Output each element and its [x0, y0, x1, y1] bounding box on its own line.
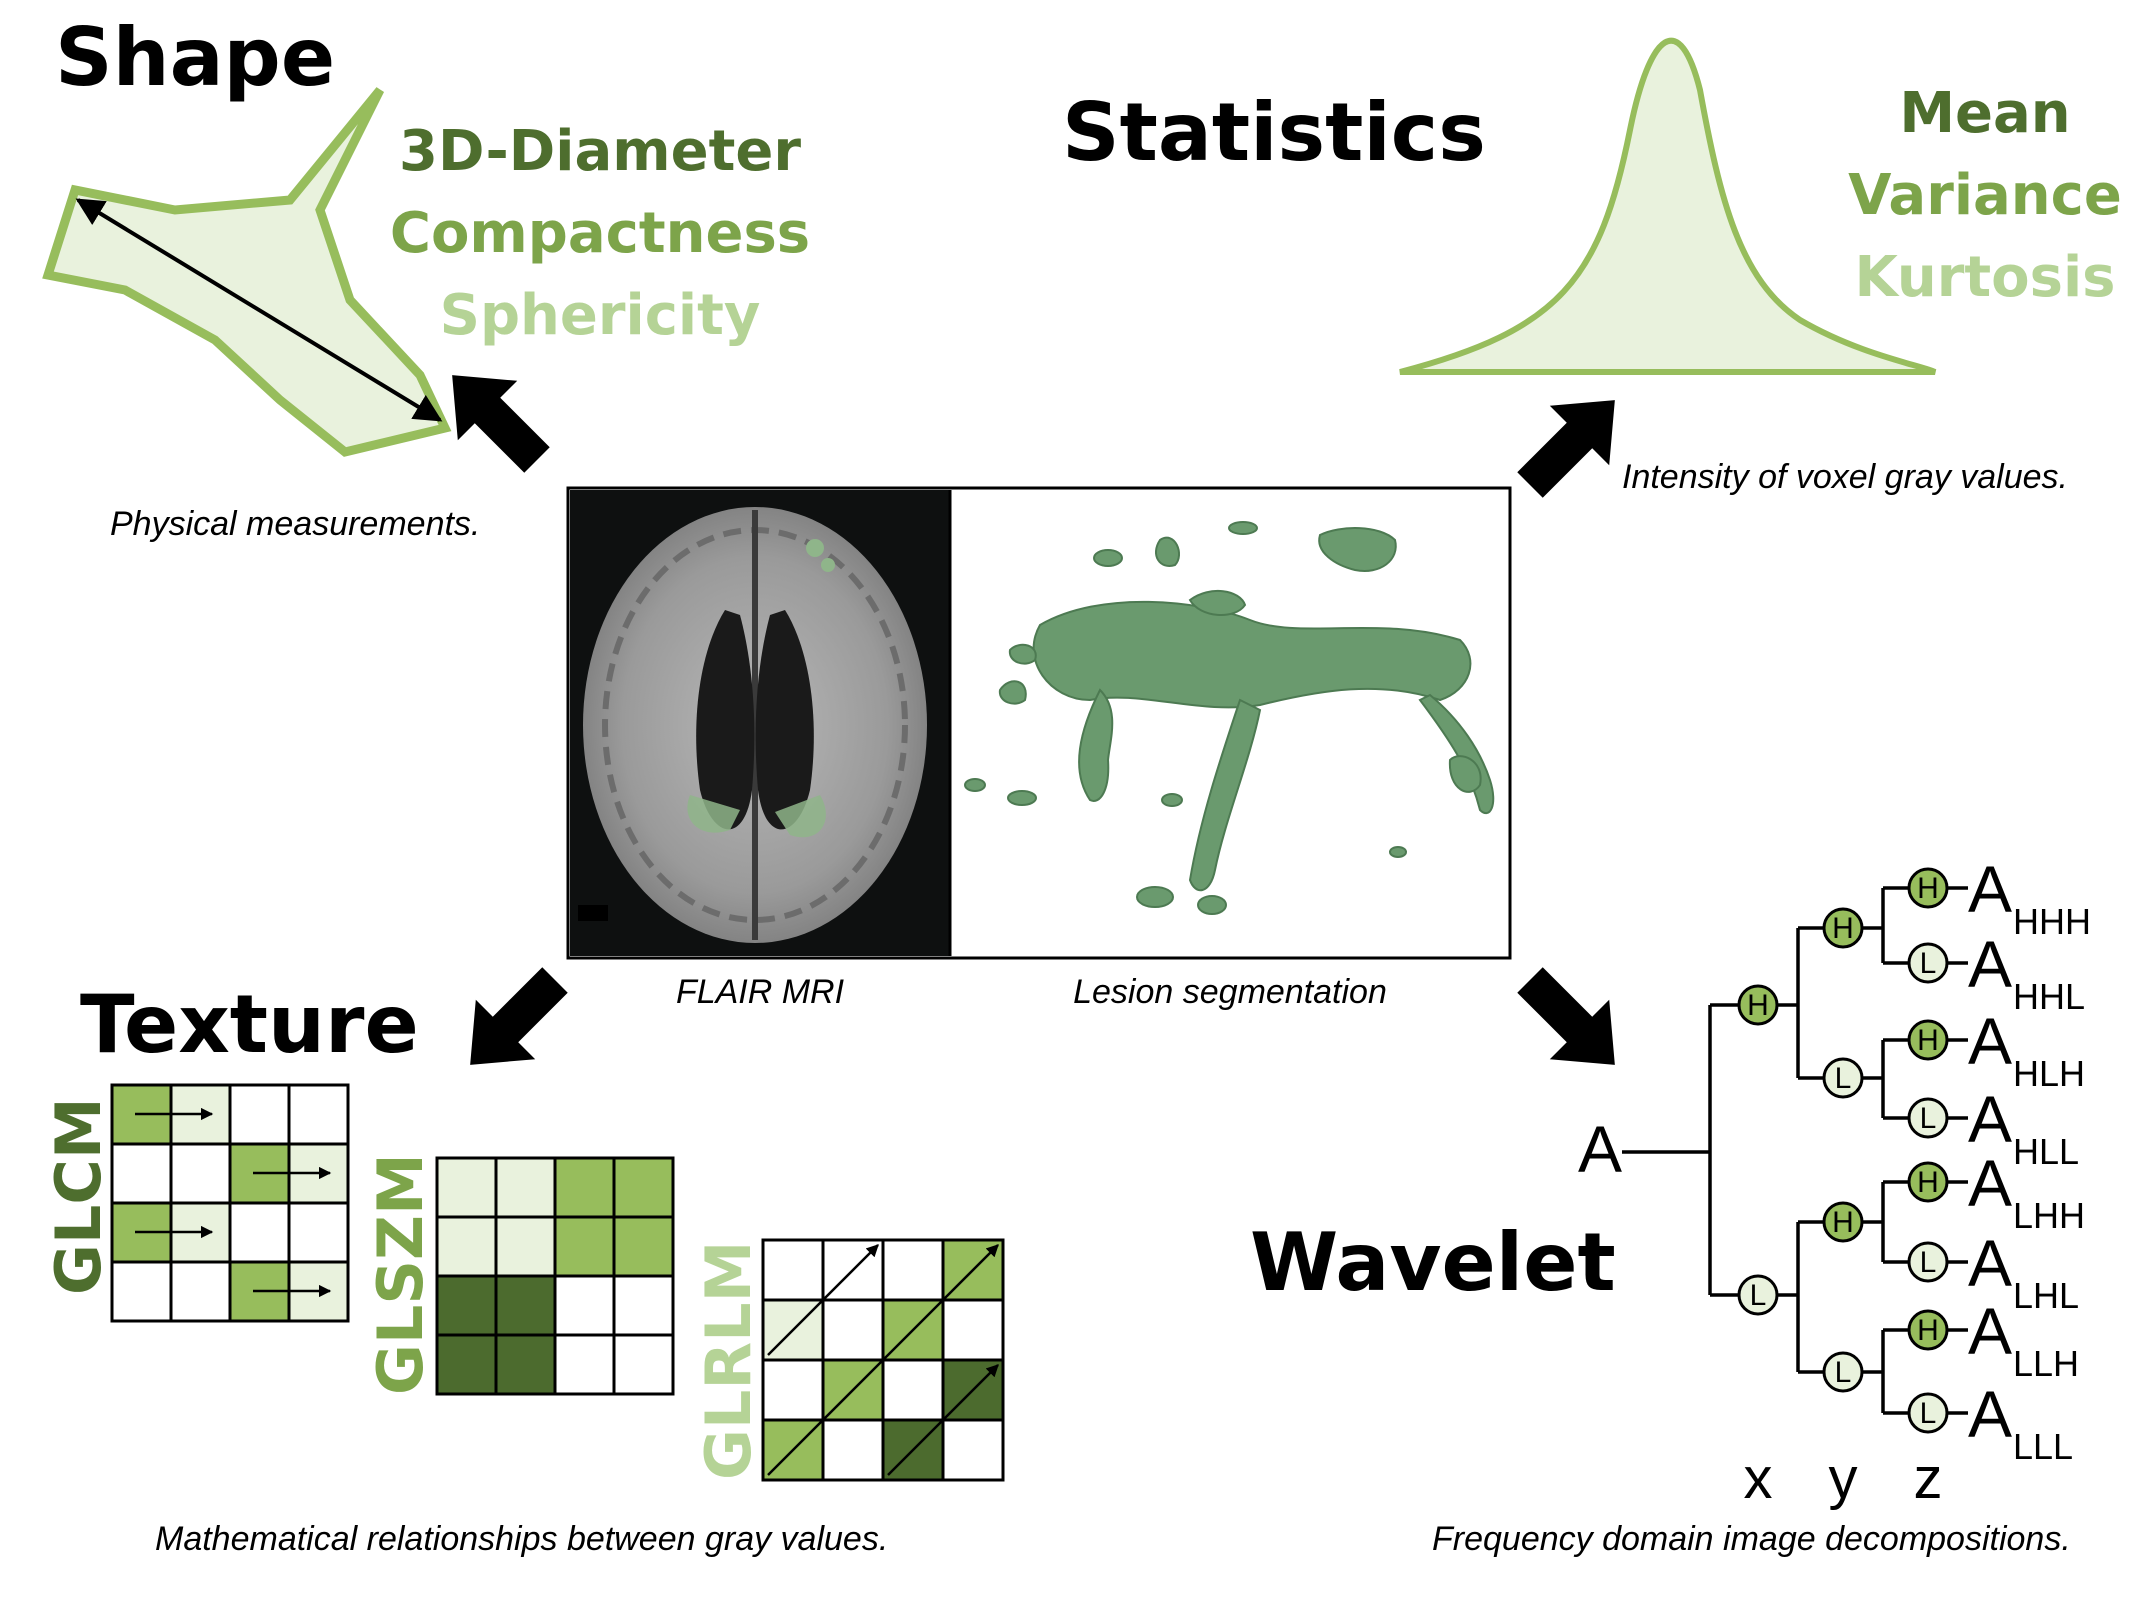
glrlm-matrix: [761, 1238, 1005, 1482]
glszm-cell: [494, 1333, 557, 1396]
glszm-cell: [494, 1274, 557, 1337]
wavelet-node-label: H: [1917, 1166, 1939, 1199]
glszm-label: GLSZM: [364, 1153, 437, 1395]
statistics-caption: Intensity of voxel gray values.: [1622, 458, 2068, 496]
wavelet-node-label: H: [1747, 989, 1769, 1022]
glszm-cell: [612, 1274, 675, 1337]
wavelet-leaf: A: [1968, 1146, 2012, 1220]
mri-caption: FLAIR MRI: [676, 973, 845, 1011]
wavelet-leaf-subscript: LLH: [2013, 1343, 2079, 1384]
statistics-section: Statistics Mean Variance Kurtosis Intens…: [1062, 37, 2122, 496]
glcm-matrix: [110, 1083, 350, 1323]
diameter-arrow: [75, 198, 443, 422]
shape-caption: Physical measurements.: [110, 505, 480, 543]
glszm-cell: [435, 1333, 498, 1396]
center-panel: FLAIR MRI Lesion segmentation: [566, 486, 1512, 1011]
distribution-curve: [1399, 37, 1937, 375]
arrow-to-wavelet: [1517, 967, 1615, 1065]
wavelet-leaf: A: [1968, 1004, 2012, 1078]
wavelet-leaf: A: [1968, 1226, 2012, 1300]
flair-mri-image: [570, 490, 950, 956]
statistics-feature-1: Mean: [1899, 81, 2070, 146]
wavelet-node-label: L: [1920, 1397, 1937, 1430]
wavelet-node-label: H: [1917, 1314, 1939, 1347]
segmentation-caption: Lesion segmentation: [1073, 973, 1387, 1011]
wavelet-axis-x: x: [1744, 1446, 1773, 1511]
shape-section: Shape 3D-Diameter Compactness Sphericity…: [42, 11, 810, 543]
glcm-label: GLCM: [42, 1097, 115, 1295]
wavelet-node-label: L: [1835, 1356, 1852, 1389]
glszm-cell: [612, 1333, 675, 1396]
wavelet-caption: Frequency domain image decompositions.: [1432, 1520, 2071, 1558]
texture-caption: Mathematical relationships between gray …: [155, 1520, 888, 1558]
wavelet-leaf-subscript: LHL: [2013, 1275, 2079, 1316]
wavelet-leaf: A: [1968, 1294, 2012, 1368]
wavelet-node-label: H: [1832, 1206, 1854, 1239]
glszm-cell: [435, 1156, 498, 1219]
wavelet-leaf: A: [1968, 927, 2012, 1001]
wavelet-title: Wavelet: [1250, 1216, 1616, 1309]
arrow-to-statistics: [1517, 400, 1615, 498]
wavelet-node-label: H: [1917, 1024, 1939, 1057]
glszm-cell: [435, 1215, 498, 1278]
glszm-matrix: [435, 1156, 675, 1396]
wavelet-leaf-subscript: HHH: [2013, 901, 2091, 942]
statistics-feature-2: Variance: [1848, 163, 2122, 228]
texture-section: Texture GLCM GLSZM: [42, 978, 1005, 1558]
shape-feature-3: Sphericity: [440, 283, 761, 348]
glrlm-label: GLRLM: [692, 1241, 765, 1480]
arrow-to-shape: [452, 375, 550, 473]
glszm-cell: [612, 1215, 675, 1278]
wavelet-node-label: L: [1920, 1246, 1937, 1279]
wavelet-node-label: H: [1917, 872, 1939, 905]
shape-feature-2: Compactness: [390, 201, 810, 266]
lesion-segmentation-image: [964, 521, 1495, 915]
wavelet-leaf: A: [1968, 1082, 2012, 1156]
wavelet-node-label: L: [1835, 1062, 1852, 1095]
statistics-title: Statistics: [1062, 86, 1486, 179]
wavelet-node-label: H: [1832, 912, 1854, 945]
texture-title: Texture: [80, 978, 419, 1071]
glszm-cell: [553, 1215, 616, 1278]
wavelet-axis-y: y: [1829, 1446, 1858, 1511]
flow-arrows: [452, 375, 1615, 1065]
glszm-cell: [553, 1156, 616, 1219]
shape-feature-1: 3D-Diameter: [399, 119, 801, 184]
glszm-cell: [494, 1215, 557, 1278]
glszm-cell: [612, 1156, 675, 1219]
wavelet-node-label: L: [1920, 947, 1937, 980]
wavelet-axis-z: z: [1914, 1446, 1943, 1511]
wavelet-leaf-subscript: HLL: [2013, 1131, 2079, 1172]
wavelet-leaf: A: [1968, 852, 2012, 926]
wavelet-node-label: L: [1750, 1279, 1767, 1312]
wavelet-leaf: A: [1968, 1377, 2012, 1451]
glszm-cell: [553, 1274, 616, 1337]
wavelet-root: A: [1578, 1112, 1622, 1186]
wavelet-leaf-subscript: LHH: [2013, 1195, 2085, 1236]
glszm-cell: [494, 1156, 557, 1219]
shape-polygon: [42, 87, 452, 457]
wavelet-node-label: L: [1920, 1102, 1937, 1135]
arrow-to-texture: [470, 967, 568, 1065]
glszm-cell: [553, 1333, 616, 1396]
wavelet-leaf-subscript: LLL: [2013, 1426, 2073, 1467]
statistics-feature-3: Kurtosis: [1855, 245, 2116, 310]
wavelet-leaf-subscript: HLH: [2013, 1053, 2085, 1094]
shape-title: Shape: [55, 11, 335, 104]
wavelet-leaf-subscript: HHL: [2013, 976, 2085, 1017]
glszm-cell: [435, 1274, 498, 1337]
